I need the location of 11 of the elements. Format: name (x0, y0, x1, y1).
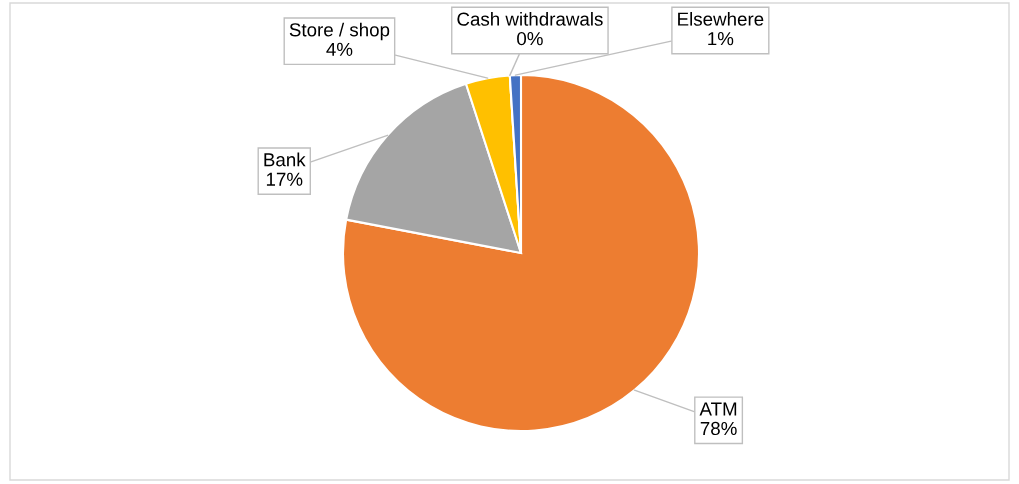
slice-label: ATM (699, 402, 737, 416)
slice-label: Store / shop (289, 22, 390, 41)
slice-label: Elsewhere (678, 12, 764, 26)
data-label: 78% (700, 421, 737, 436)
data-label: 17% (266, 172, 303, 186)
pie-slice (341, 73, 701, 433)
category-label: Cash withdrawals (457, 12, 603, 26)
data-label: 4% (326, 42, 353, 56)
data-label: 1% (708, 32, 734, 46)
slice-label: Bank (264, 152, 306, 167)
text: 0% (517, 32, 543, 46)
